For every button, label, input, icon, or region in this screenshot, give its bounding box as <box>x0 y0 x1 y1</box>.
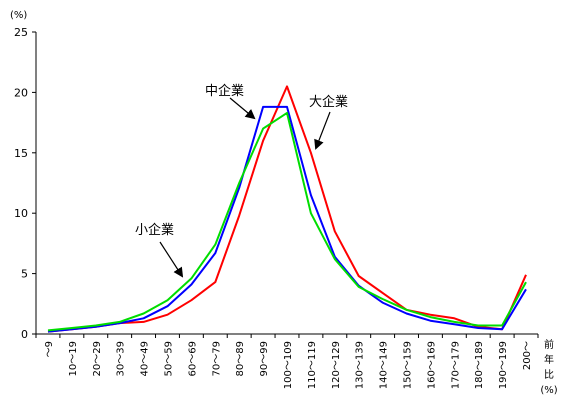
y-tick-label: 0 <box>21 328 28 341</box>
series-line-small-enterprise <box>47 111 527 332</box>
series-line-large-enterprise <box>47 85 527 333</box>
annotation-medium-enterprise: 中企業 <box>205 83 244 99</box>
x-tick-label: 10～19 <box>68 341 79 376</box>
annotation-small-enterprise: 小企業 <box>135 222 174 238</box>
y-tick-label: 20 <box>14 86 28 99</box>
annotation-large-enterprise: 大企業 <box>309 94 348 110</box>
x-tick-label: 140～149 <box>379 341 390 389</box>
x-tick-label: ～9 <box>44 341 55 357</box>
x-tick-label: 90～99 <box>259 341 270 376</box>
x-axis-end-label: (%) <box>540 385 557 396</box>
y-tick-label: 15 <box>14 147 28 160</box>
y-tick-label: 5 <box>21 268 28 281</box>
x-tick-label: 190～199 <box>498 341 509 389</box>
x-tick-label: 200～ <box>522 341 533 370</box>
y-axis-unit: (%) <box>10 10 27 21</box>
y-tick-label: 10 <box>14 207 28 220</box>
x-tick-label: 70～79 <box>211 341 222 376</box>
x-tick-label: 40～49 <box>140 341 151 376</box>
annotation-arrow <box>314 111 331 150</box>
x-tick-label: 110～119 <box>307 341 318 389</box>
x-axis-end-label: 比 <box>544 369 554 381</box>
x-axis-ticks: ～9 10～19 20～29 30～39 40～49 50～59 60～69 70～79 80～… <box>35 334 558 396</box>
y-axis-ticks: 0 5 10 15 20 25 <box>14 26 36 341</box>
x-tick-label: 30～39 <box>116 341 127 376</box>
chart-axes: (%) <box>10 10 538 335</box>
x-tick-label: 150～159 <box>403 341 414 389</box>
annotation-arrow <box>229 97 256 120</box>
x-tick-label: 50～59 <box>163 341 174 376</box>
series-line-medium-enterprise <box>47 105 527 333</box>
x-tick-label: 20～29 <box>92 341 103 376</box>
chart-series <box>47 85 527 333</box>
x-axis-end-label: 年 <box>544 353 554 366</box>
x-tick-label: 180～189 <box>474 341 485 389</box>
annotation-arrow <box>159 241 184 278</box>
x-tick-label: 80～89 <box>235 341 246 376</box>
x-axis-end-label: 前 <box>544 338 554 351</box>
y-tick-label: 25 <box>14 26 28 39</box>
x-tick-label: 170～179 <box>450 341 461 389</box>
x-tick-label: 160～169 <box>426 341 437 389</box>
x-tick-label: 60～69 <box>187 341 198 376</box>
x-tick-label: 130～139 <box>355 341 366 389</box>
x-tick-label: 120～129 <box>331 341 342 389</box>
x-tick-label: 100～109 <box>283 341 294 389</box>
